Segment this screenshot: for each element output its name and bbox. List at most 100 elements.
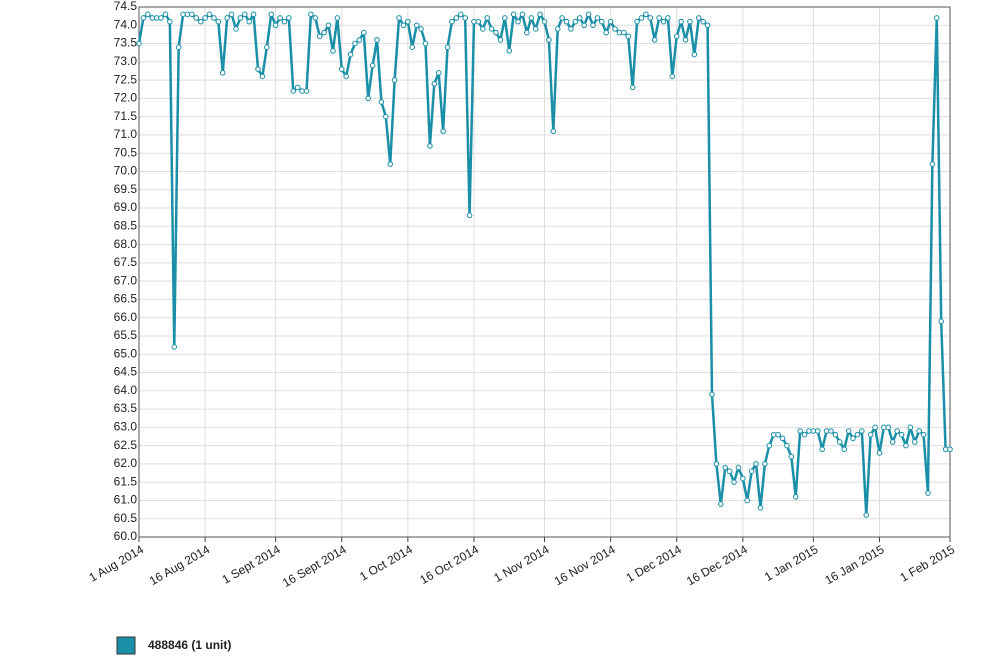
data-point — [493, 29, 499, 36]
data-point — [762, 461, 768, 467]
y-tick-label: 73.5 — [114, 36, 138, 50]
data-point — [850, 435, 856, 442]
y-tick-label: 72.5 — [114, 72, 138, 86]
y-tick-label: 74.0 — [114, 17, 138, 31]
data-point — [819, 446, 825, 453]
y-tick-label: 65.0 — [114, 346, 138, 360]
data-point — [779, 435, 786, 442]
y-tick-label: 67.5 — [114, 255, 138, 269]
data-point — [264, 44, 270, 51]
data-point — [885, 424, 892, 431]
y-tick-label: 66.0 — [114, 310, 138, 324]
data-point — [841, 446, 848, 453]
data-point — [338, 66, 345, 72]
data-point — [162, 11, 169, 18]
data-point — [308, 11, 314, 18]
data-point — [744, 497, 751, 504]
data-point — [766, 442, 773, 449]
data-point — [215, 18, 222, 25]
y-tick-label: 73.0 — [114, 54, 138, 68]
data-point — [629, 84, 636, 91]
data-point — [894, 428, 900, 434]
data-point — [378, 99, 385, 105]
data-point — [911, 439, 918, 445]
data-point — [722, 464, 729, 471]
y-tick-label: 63.0 — [114, 420, 138, 434]
data-point — [277, 15, 283, 21]
y-tick-label: 64.5 — [114, 365, 138, 379]
data-point — [713, 461, 720, 467]
data-point — [449, 18, 455, 25]
x-tick-label: 16 Jan 2015 — [822, 542, 886, 587]
data-point — [753, 461, 759, 467]
data-point — [537, 11, 543, 18]
data-point — [603, 29, 610, 36]
data-point — [634, 18, 640, 25]
data-point — [572, 18, 579, 25]
data-point — [422, 40, 429, 47]
data-point — [391, 77, 398, 83]
data-point — [726, 468, 733, 475]
data-point — [413, 22, 420, 29]
y-tick-label: 68.0 — [114, 237, 138, 251]
data-point — [316, 33, 323, 40]
plot-border — [138, 6, 951, 538]
x-tick-label: 1 Aug 2014 — [86, 542, 146, 585]
data-point — [607, 18, 614, 25]
y-tick-label: 61.0 — [114, 493, 138, 507]
data-point — [140, 15, 147, 21]
data-point — [321, 29, 327, 36]
data-point — [532, 26, 539, 32]
data-point — [933, 15, 940, 21]
data-point — [224, 15, 230, 21]
data-point — [431, 80, 438, 87]
data-point — [876, 450, 883, 456]
x-tick-label: 1 Jan 2015 — [762, 542, 821, 584]
data-point — [832, 431, 839, 438]
data-point — [457, 11, 464, 18]
data-point — [484, 15, 491, 21]
data-point — [462, 15, 468, 21]
data-point — [228, 11, 235, 18]
data-point — [171, 344, 178, 350]
data-point — [193, 15, 200, 21]
data-point — [748, 468, 755, 475]
data-point — [612, 26, 618, 32]
data-point — [383, 113, 389, 120]
data-point — [400, 22, 407, 29]
data-point — [250, 11, 257, 18]
data-point — [550, 128, 557, 135]
data-point — [259, 73, 266, 80]
data-point — [845, 428, 852, 434]
data-point — [286, 15, 292, 21]
data-point — [440, 128, 446, 135]
y-tick-label: 69.5 — [114, 182, 138, 196]
y-tick-label: 60.0 — [114, 529, 138, 543]
data-point — [687, 18, 693, 25]
data-point — [233, 26, 239, 32]
data-point — [519, 11, 526, 18]
data-point — [409, 44, 416, 51]
data-point — [241, 11, 248, 18]
data-point — [268, 11, 275, 18]
data-point — [206, 11, 213, 18]
data-point — [775, 431, 781, 438]
data-point — [435, 69, 442, 76]
data-point — [792, 493, 799, 500]
data-point — [925, 490, 931, 496]
data-point — [281, 18, 288, 25]
data-point — [506, 48, 513, 54]
data-point — [691, 51, 698, 58]
y-tick-label: 62.5 — [114, 438, 138, 452]
y-tick-label: 74.5 — [114, 0, 138, 13]
y-tick-label: 63.5 — [114, 401, 138, 415]
data-point — [682, 37, 689, 43]
data-point — [515, 18, 521, 25]
data-point — [625, 33, 632, 40]
x-tick-label: 16 Nov 2014 — [552, 542, 618, 588]
data-point — [475, 18, 482, 25]
data-point — [621, 29, 627, 36]
data-point — [788, 453, 795, 460]
data-point — [497, 37, 504, 43]
